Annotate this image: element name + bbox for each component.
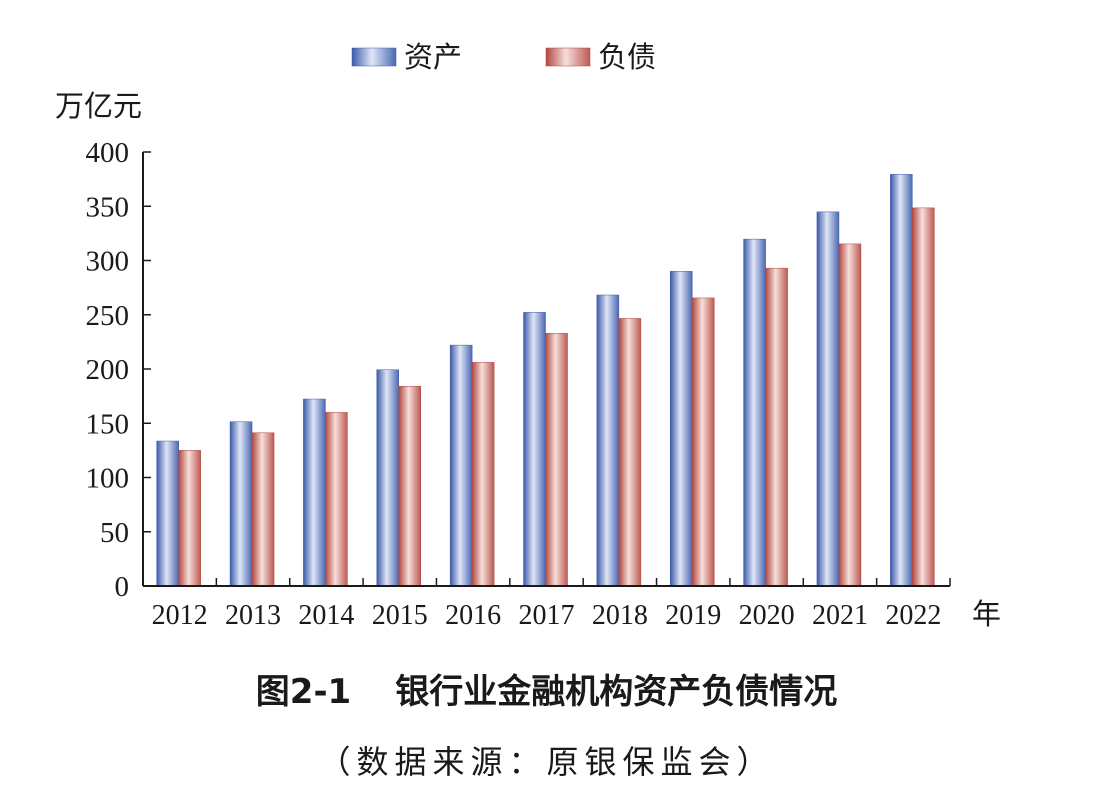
bar-asset-2018 (596, 294, 620, 587)
bar-asset-2016 (449, 344, 473, 587)
x-axis-unit: 年 (972, 597, 1001, 631)
bar-asset-2021 (816, 211, 840, 587)
x-tick-label: 2017 (519, 600, 575, 631)
bar-asset-2012 (156, 440, 179, 587)
bar-liability-2016 (471, 362, 495, 587)
x-tick-label: 2013 (225, 600, 281, 631)
y-tick-label: 50 (100, 517, 129, 549)
figure-caption: 图2-1 银行业金融机构资产负债情况 (0, 664, 1093, 713)
y-tick-label: 100 (86, 463, 130, 495)
y-tick-label: 300 (86, 246, 130, 278)
x-tick-label: 2018 (592, 600, 648, 631)
bar-liability-2018 (618, 318, 642, 587)
y-tick-label: 400 (86, 137, 130, 169)
bar-asset-2019 (669, 271, 693, 587)
x-tick-label: 2016 (445, 600, 501, 631)
bar-asset-2022 (890, 174, 913, 587)
y-tick-label: 200 (86, 354, 130, 386)
bar-liability-2012 (178, 450, 201, 587)
x-tick-label: 2021 (812, 600, 868, 631)
x-tick-label: 2020 (739, 600, 795, 631)
y-tick-label: 0 (115, 571, 130, 603)
y-axis-unit: 万亿元 (55, 89, 142, 123)
legend-swatch-liability (545, 47, 591, 67)
x-tick-label: 2015 (372, 600, 428, 631)
bar-liability-2017 (545, 333, 568, 587)
data-source: （数据来源：原银保监会） (318, 743, 775, 781)
legend: 资产 负债 (351, 40, 656, 74)
bar-liability-2015 (398, 386, 422, 587)
bar-liability-2014 (325, 412, 348, 587)
figure-number: 图2-1 (255, 672, 352, 712)
bar-asset-2020 (743, 238, 766, 587)
bar-asset-2017 (523, 312, 546, 587)
bar-liability-2020 (765, 267, 788, 587)
bar-asset-2015 (376, 369, 400, 587)
y-tick-label: 250 (86, 300, 130, 332)
y-tick-label: 150 (86, 408, 130, 440)
x-tick-label: 2012 (152, 600, 208, 631)
legend-label-liability: 负债 (598, 40, 656, 74)
bar-asset-2013 (229, 421, 253, 587)
bar-liability-2019 (691, 297, 715, 587)
legend-label-asset: 资产 (404, 40, 462, 74)
plot-area: 2012 2013 2014 2015 2016 2017 2018 2019 2020 2021… (86, 137, 951, 631)
bar-liability-2013 (251, 432, 275, 587)
legend-swatch-asset (351, 47, 397, 67)
figure-title: 银行业金融机构资产负债情况 (395, 672, 838, 712)
x-tick-label: 2019 (665, 600, 721, 631)
x-tick-label: 2014 (298, 600, 354, 631)
y-tick-label: 350 (86, 191, 130, 223)
bar-liability-2022 (912, 207, 935, 587)
chart: 资产 负债 万亿元 年 2012 2013 2014 2015 2016 2017 2018… (55, 40, 1001, 631)
bar-asset-2014 (303, 398, 326, 587)
bar-liability-2021 (838, 243, 862, 587)
x-tick-label: 2022 (885, 600, 941, 631)
